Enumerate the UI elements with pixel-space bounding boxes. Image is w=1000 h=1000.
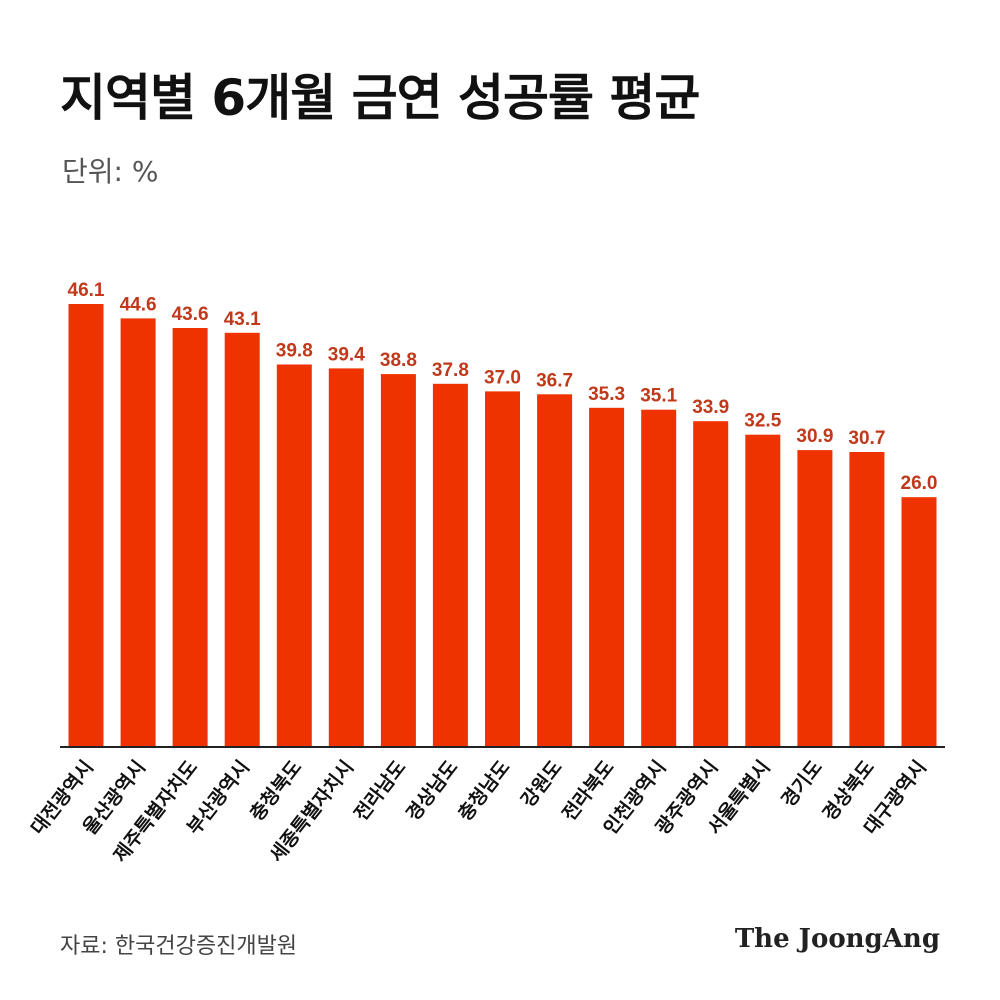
value-label: 43.6	[172, 304, 209, 325]
value-label: 37.8	[432, 360, 469, 381]
bar	[901, 497, 937, 747]
chart-title: 지역별 6개월 금연 성공률 평균	[60, 69, 700, 127]
bar	[224, 332, 260, 747]
value-label: 44.6	[120, 294, 157, 315]
value-label: 46.1	[68, 280, 105, 301]
category-label: 경기도	[777, 757, 827, 812]
category-label: 강원도	[517, 757, 567, 812]
value-label: 39.4	[328, 344, 365, 365]
bar	[120, 318, 156, 747]
value-label: 35.1	[640, 386, 677, 407]
value-label: 32.5	[744, 411, 781, 432]
value-label: 30.7	[848, 428, 885, 449]
bar	[328, 368, 364, 747]
bar	[537, 394, 573, 747]
category-label: 전라남도	[350, 757, 410, 826]
bar	[589, 407, 625, 747]
brand-logo: The JoongAng	[734, 924, 940, 954]
bar	[849, 452, 885, 747]
unit-label: 단위: %	[62, 155, 159, 188]
value-label: 26.0	[901, 473, 938, 494]
bar	[693, 421, 729, 747]
bar	[380, 374, 416, 747]
bar	[68, 304, 104, 747]
value-label: 30.9	[796, 426, 833, 447]
value-label: 38.8	[380, 350, 417, 371]
value-label: 39.8	[276, 341, 313, 362]
value-label: 33.9	[692, 397, 729, 418]
bar	[485, 391, 520, 747]
bar	[745, 434, 781, 747]
value-label: 35.3	[588, 384, 625, 405]
value-label: 36.7	[536, 370, 573, 391]
bar	[797, 450, 833, 747]
category-label: 충청남도	[454, 757, 514, 826]
bar-chart: 46.1대전광역시44.6울산광역시43.6제주특별자치도43.1부산광역시39…	[27, 280, 945, 867]
bar	[276, 364, 312, 747]
value-label: 43.1	[224, 309, 261, 330]
value-label: 37.0	[484, 367, 521, 388]
category-label: 경상남도	[402, 757, 462, 826]
bar	[172, 328, 208, 747]
source-note: 자료: 한국건강증진개발원	[60, 934, 298, 959]
bar	[641, 409, 677, 747]
bar	[432, 383, 468, 747]
